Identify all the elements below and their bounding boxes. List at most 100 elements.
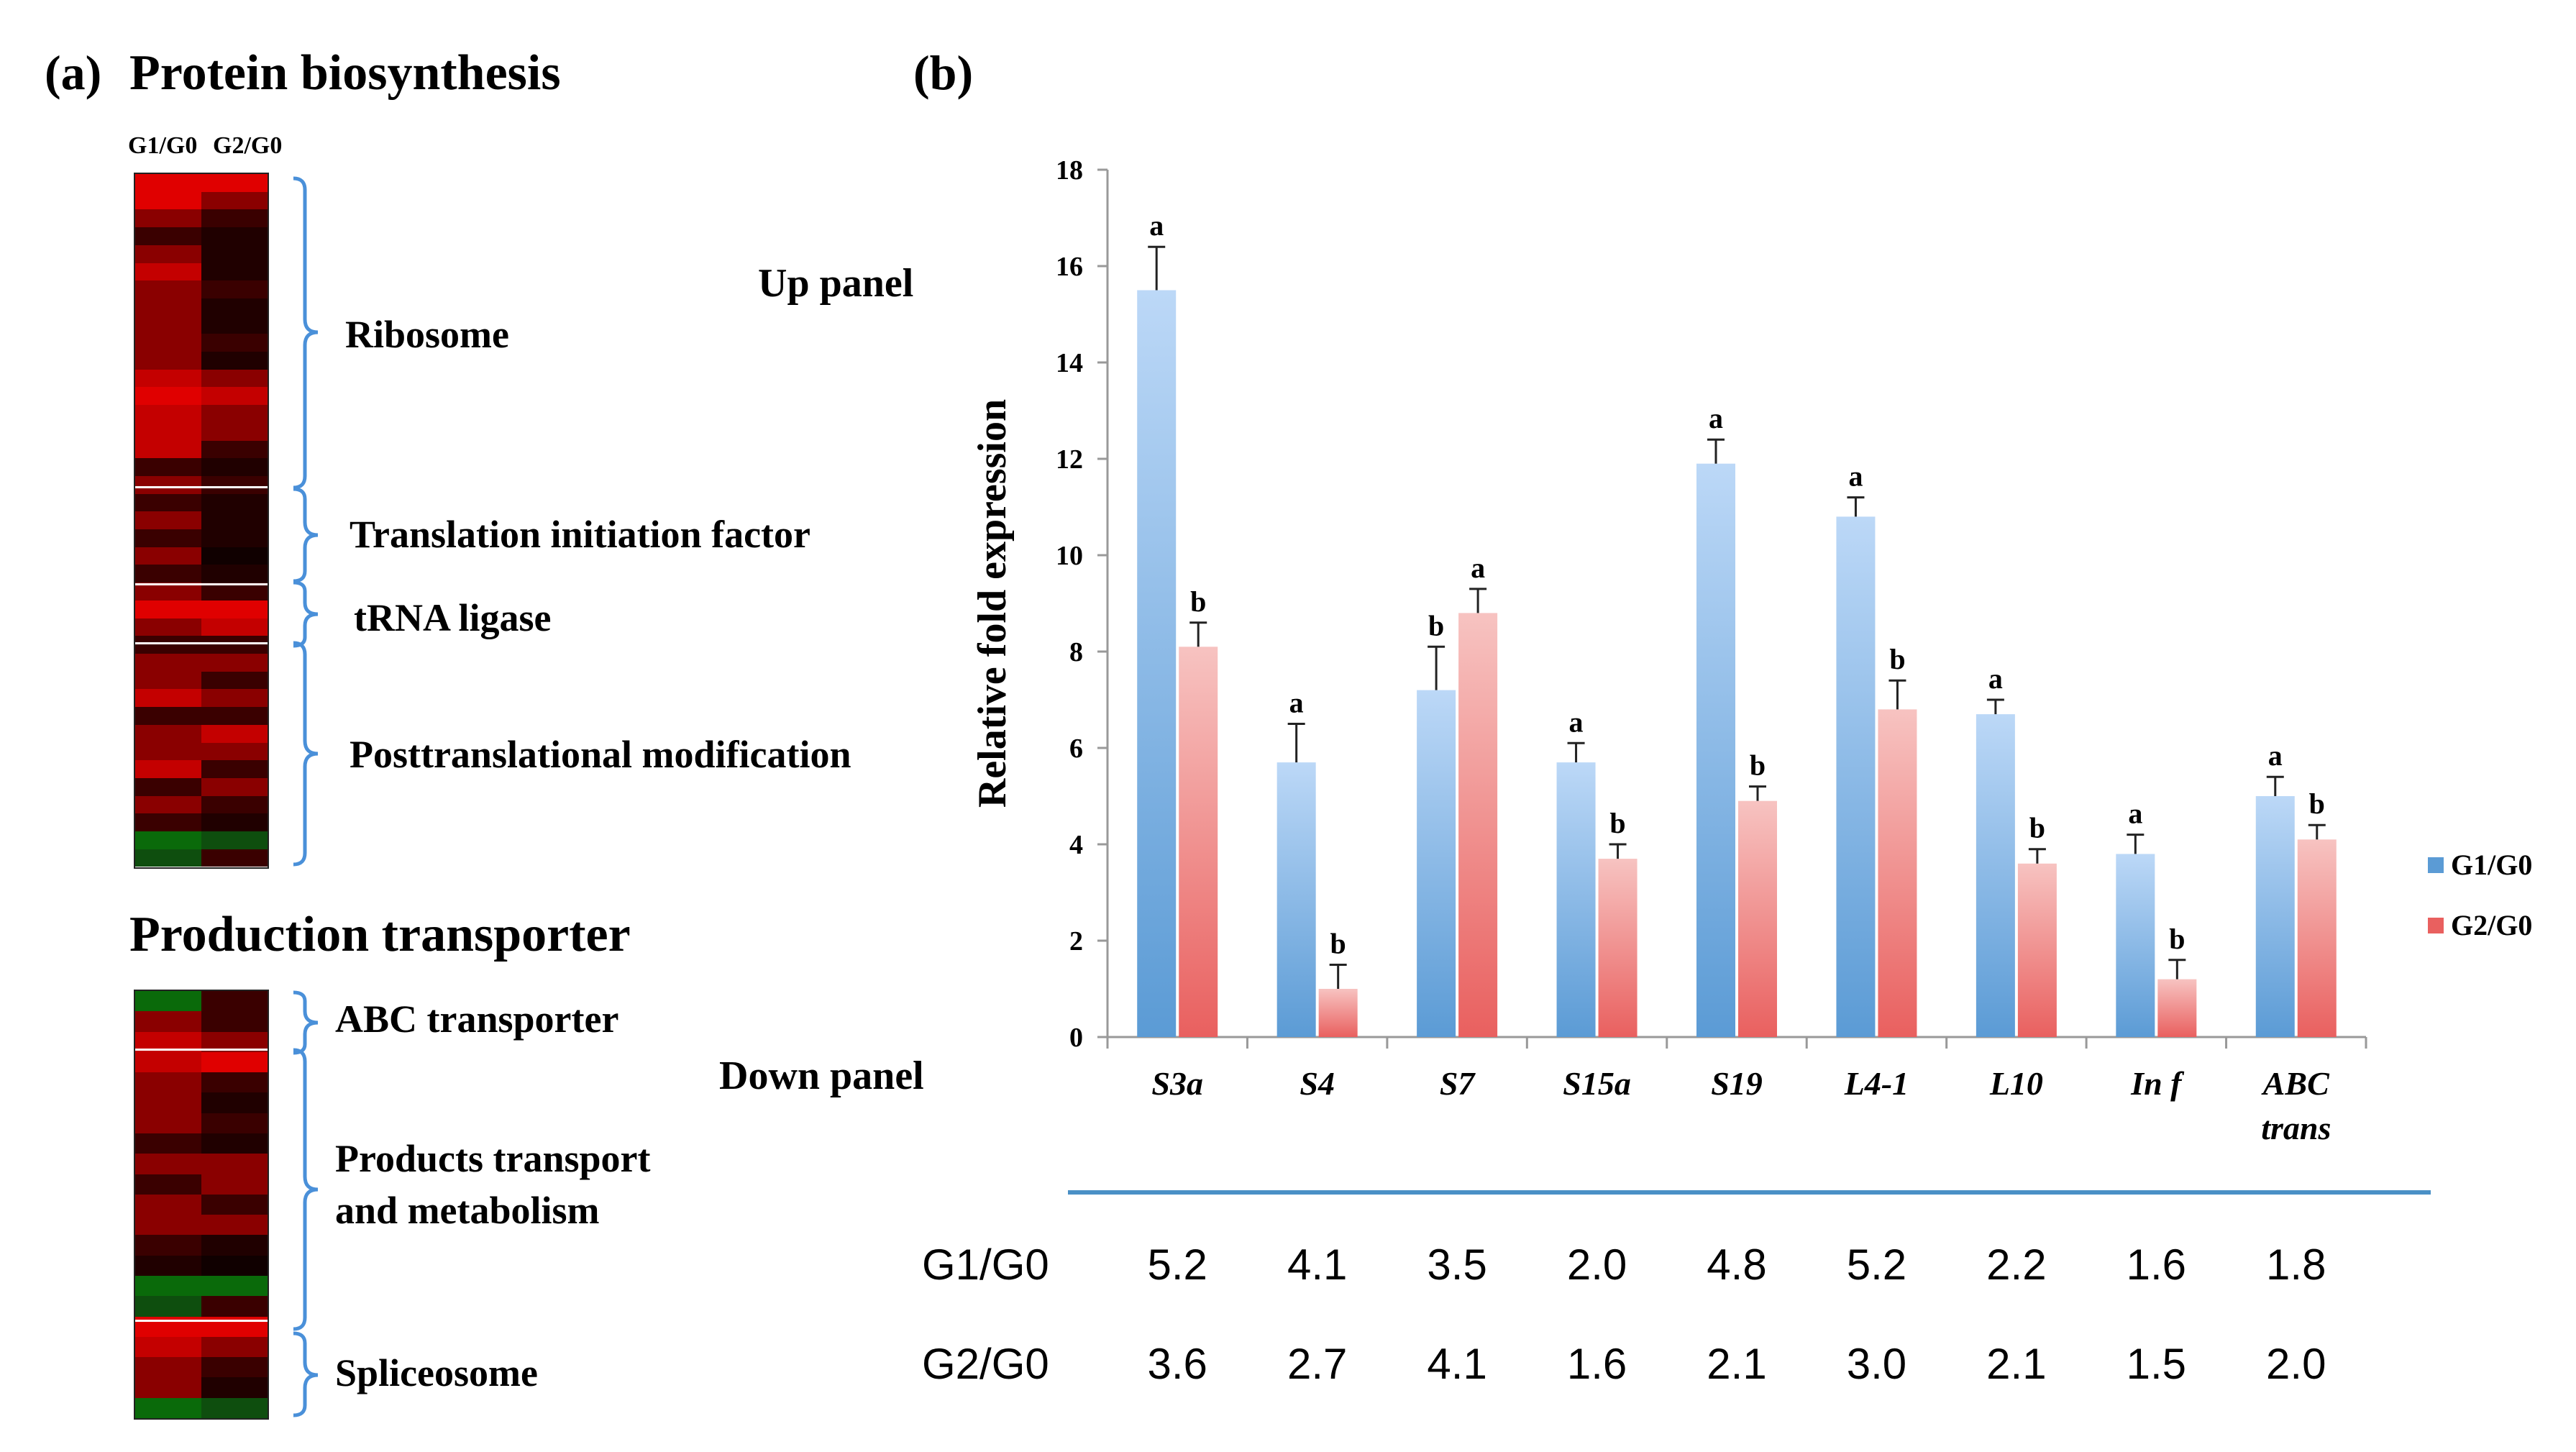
bar-g1 (1276, 762, 1316, 1037)
heatmap-row (135, 724, 268, 743)
heatmap-cell (201, 724, 268, 743)
bar-chart: 0 2 4 6 8 10 12 14 16 18 Relative fold expression a… (970, 155, 2532, 1195)
heatmap-row (135, 369, 268, 388)
heatmap-row (135, 583, 268, 601)
heatmap-cell (201, 1336, 268, 1358)
heatmap-cell (201, 529, 268, 547)
x-category-label: L10 (1989, 1065, 2043, 1102)
heatmap-cell (135, 1194, 201, 1215)
significance-letter: b (1609, 807, 1625, 839)
x-category-label: S15a (1563, 1065, 1631, 1102)
heatmap-row (135, 405, 268, 423)
heatmap-cell (201, 831, 268, 849)
x-category-label: S3a (1151, 1065, 1203, 1102)
heatmap-row (135, 1174, 268, 1195)
legend-swatch (2428, 857, 2444, 873)
x-category-label: ABC (2261, 1065, 2330, 1102)
bar-g2 (1598, 859, 1638, 1037)
heatmap-cell (201, 671, 268, 690)
heatmap-row (135, 1011, 268, 1032)
table-row-header: G2/G0 (922, 1340, 1049, 1388)
heatmap-production-transporter (134, 990, 269, 1420)
heatmap-row (135, 1133, 268, 1154)
heatmap-cell (135, 742, 201, 761)
significance-letter: a (2128, 798, 2142, 830)
heatmap-cell (135, 1275, 201, 1297)
heatmap-cell (201, 280, 268, 298)
heatmap-col-header-g1: G1/G0 (128, 132, 198, 159)
heatmap-cell (201, 1275, 268, 1297)
heatmap-cell (201, 742, 268, 761)
table-cell: 4.1 (1287, 1241, 1348, 1289)
heatmap-row (135, 1072, 268, 1093)
heatmap-row (135, 1194, 268, 1215)
heatmap-cell (135, 174, 201, 192)
heatmap-cell (135, 1072, 201, 1093)
heatmap-cell (201, 707, 268, 725)
brace-translation (293, 487, 319, 583)
y-tick-label: 18 (1056, 155, 1083, 186)
panel-a-title: Protein biosynthesis (129, 45, 561, 101)
heatmap-cell (135, 298, 201, 316)
heatmap-row (135, 1336, 268, 1358)
heatmap-group-divider (135, 1320, 268, 1323)
x-category-label: S19 (1711, 1065, 1763, 1102)
table-cell: 3.6 (1147, 1340, 1207, 1388)
y-tick-label: 14 (1056, 348, 1083, 378)
heatmap-row (135, 174, 268, 192)
heatmap-cell (201, 547, 268, 565)
heatmap-row (135, 227, 268, 245)
significance-letter: a (2268, 739, 2283, 772)
heatmap-cell (201, 1133, 268, 1154)
heatmap-cell (135, 1397, 201, 1418)
heatmap-cell (201, 245, 268, 263)
heatmap-row (135, 280, 268, 298)
heatmap-cell (201, 458, 268, 476)
heatmap-cell (135, 1357, 201, 1378)
section-production-transporter: Production transporter (129, 907, 631, 962)
heatmap-cell (135, 671, 201, 690)
heatmap-cell (201, 1194, 268, 1215)
brace-posttranslational (293, 641, 319, 867)
heatmap-row (135, 511, 268, 530)
heatmap-cell (135, 405, 201, 423)
bar-g2 (2157, 979, 2197, 1037)
heatmap-row (135, 298, 268, 316)
heatmap-cell (135, 316, 201, 334)
bar-g2 (1318, 989, 1358, 1037)
heatmap-row (135, 422, 268, 441)
heatmap-cell (201, 1154, 268, 1174)
heatmap-cell (135, 387, 201, 406)
brace-products (293, 1048, 319, 1331)
heatmap-row (135, 760, 268, 778)
heatmap-cell (135, 653, 201, 672)
heatmap-row (135, 334, 268, 352)
brace-trna (293, 580, 319, 648)
heatmap-cell (201, 1215, 268, 1236)
heatmap-cell (135, 352, 201, 370)
heatmap-cell (135, 689, 201, 708)
heatmap-cell (201, 191, 268, 210)
significance-letter: b (1889, 643, 1905, 675)
heatmap-row (135, 209, 268, 228)
heatmap-cell (201, 493, 268, 512)
brace-ribosome (293, 176, 319, 490)
heatmap-cell (201, 262, 268, 281)
heatmap-cell (135, 618, 201, 636)
heatmap-row (135, 1154, 268, 1174)
heatmap-row (135, 742, 268, 761)
table-cell: 1.5 (2126, 1340, 2187, 1388)
heatmap-cell (201, 653, 268, 672)
heatmap-cell (201, 583, 268, 601)
table-cell: 4.8 (1707, 1241, 1767, 1289)
heatmap-cell (135, 1113, 201, 1133)
y-tick-label: 16 (1056, 252, 1083, 282)
heatmap-cell (135, 262, 201, 281)
table-cell: 2.1 (1986, 1340, 2047, 1388)
heatmap-cell (201, 1051, 268, 1073)
heatmap-cell (135, 565, 201, 583)
group-label-translation: Translation initiation factor (350, 513, 810, 556)
bar-g2 (1878, 709, 1917, 1037)
heatmap-cell (135, 831, 201, 849)
x-category-label: S7 (1440, 1065, 1476, 1102)
